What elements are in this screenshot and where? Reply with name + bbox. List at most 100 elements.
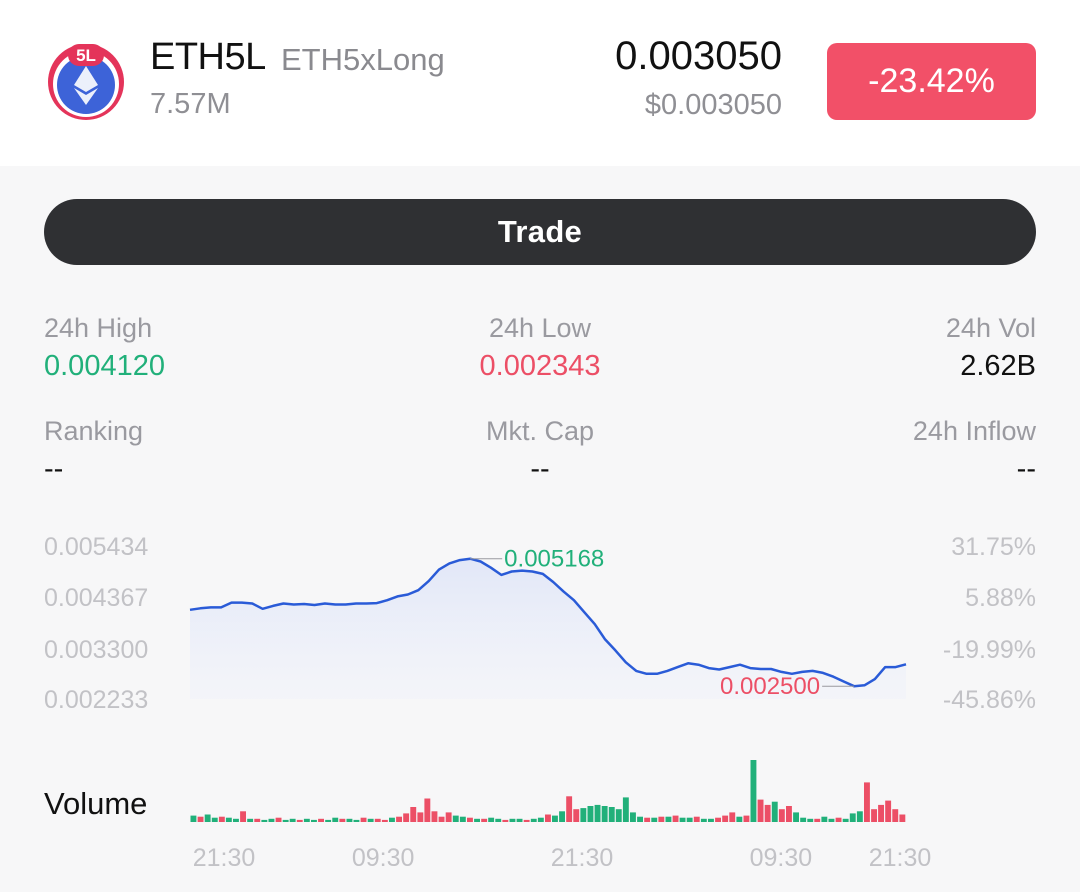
volume-bar <box>296 819 303 822</box>
volume-bar <box>318 818 324 822</box>
volume-bar <box>509 818 516 822</box>
volume-bar <box>771 801 778 822</box>
volume-bar <box>651 817 658 822</box>
asset-header: 5L ETH5L ETH5xLong 7.57M 0.003050 $0.003… <box>0 0 1080 166</box>
stat-value: 0.004120 <box>44 350 165 382</box>
stat-value: -- <box>1016 453 1036 485</box>
stat-value: -- <box>530 453 550 485</box>
volume-bar <box>445 812 452 822</box>
price-change-badge[interactable]: -23.42% <box>827 43 1036 120</box>
trade-button[interactable]: Trade <box>44 199 1036 265</box>
volume-bar <box>389 817 395 822</box>
max-price-annotation: 0.005168 <box>504 546 604 573</box>
volume-bar <box>871 809 877 822</box>
volume-bar <box>396 816 402 822</box>
current-price: 0.003050 <box>615 34 782 78</box>
volume-bar <box>289 818 296 822</box>
volume-bar <box>374 818 381 822</box>
volume-bar <box>644 817 651 822</box>
volume-bar <box>410 807 417 822</box>
volume-bar <box>545 814 551 822</box>
volume-bar <box>495 818 502 822</box>
volume-bar <box>516 818 523 822</box>
volume-bar <box>878 804 884 822</box>
volume-bar <box>899 814 906 822</box>
volume-bar <box>523 819 530 822</box>
volume-bar <box>381 819 388 822</box>
volume-bar <box>743 815 750 822</box>
stat-label: Ranking <box>44 416 144 446</box>
x-tick-label: 21:30 <box>193 844 256 872</box>
volume-bar <box>686 817 693 822</box>
volume-bar <box>282 819 289 822</box>
volume-bar <box>353 819 360 822</box>
volume-bar <box>601 806 608 822</box>
x-tick-label: 09:30 <box>750 844 813 872</box>
volume-bar <box>693 816 700 822</box>
volume-bar <box>708 818 714 822</box>
volume-bar <box>346 818 353 822</box>
volume-bar <box>608 807 615 822</box>
volume-bar <box>488 817 495 822</box>
price-area <box>190 558 906 699</box>
volume-bar <box>261 819 268 822</box>
volume-bar <box>431 811 438 822</box>
volume-bar <box>814 818 821 822</box>
volume-bar <box>842 818 849 822</box>
pct-tick-label: -45.86% <box>943 686 1036 714</box>
stat-value: 0.002343 <box>479 350 601 382</box>
asset-full-name: ETH5xLong <box>281 42 445 77</box>
volume-bar <box>849 813 856 822</box>
volume-bar <box>665 816 672 822</box>
x-tick-label: 21:30 <box>869 844 932 872</box>
volume-bar <box>864 782 870 822</box>
volume-bar <box>452 815 459 822</box>
volume-bar <box>885 800 892 822</box>
pct-tick-label: 31.75% <box>951 533 1036 561</box>
stat-24h-vol: 24h Vol 2.62B <box>946 313 1036 383</box>
logo-badge-text: 5L <box>76 46 96 65</box>
volume-bar <box>892 809 899 822</box>
stat-mkt-cap: Mkt. Cap -- <box>340 416 740 486</box>
volume-bar <box>736 816 743 822</box>
volume-bar <box>530 818 537 822</box>
stat-value: 2.62B <box>960 350 1036 382</box>
stat-label: 24h Low <box>488 313 592 343</box>
volume-bar <box>467 817 473 822</box>
pct-tick-label: 5.88% <box>965 584 1036 612</box>
volume-bar <box>225 817 232 822</box>
volume-label: Volume <box>44 786 148 821</box>
volume-bar <box>325 819 332 822</box>
volume-bar <box>750 760 757 822</box>
volume-bar <box>637 816 643 822</box>
volume-bar <box>233 818 239 822</box>
y-tick-label: 0.003300 <box>44 636 148 664</box>
stat-24h-high: 24h High 0.004120 <box>44 313 165 383</box>
volume-bar <box>552 815 558 822</box>
asset-market-cap: 7.57M <box>150 88 231 120</box>
volume-bar <box>332 817 339 822</box>
stat-label: 24h Inflow <box>912 416 1036 446</box>
stat-value: -- <box>44 453 64 485</box>
volume-bar <box>197 816 204 822</box>
volume-bar <box>204 814 211 822</box>
x-tick-label: 21:30 <box>551 844 614 872</box>
volume-bar <box>757 799 764 822</box>
x-tick-label: 09:30 <box>352 844 415 872</box>
volume-bar <box>275 817 282 822</box>
volume-bar <box>566 796 573 822</box>
volume-bar <box>481 818 488 822</box>
volume-bar <box>537 817 544 822</box>
volume-bar <box>778 809 785 822</box>
volume-bar <box>828 818 835 822</box>
volume-bar <box>793 812 799 822</box>
volume-bar <box>502 819 509 822</box>
volume-bar <box>700 818 707 822</box>
volume-bar <box>303 818 310 822</box>
pct-tick-label: -19.99% <box>943 636 1036 664</box>
y-tick-label: 0.005434 <box>44 533 148 561</box>
asset-symbol: ETH5L <box>150 36 266 78</box>
volume-bar <box>587 806 594 822</box>
volume-bar <box>211 817 218 822</box>
volume-bar <box>679 817 686 822</box>
